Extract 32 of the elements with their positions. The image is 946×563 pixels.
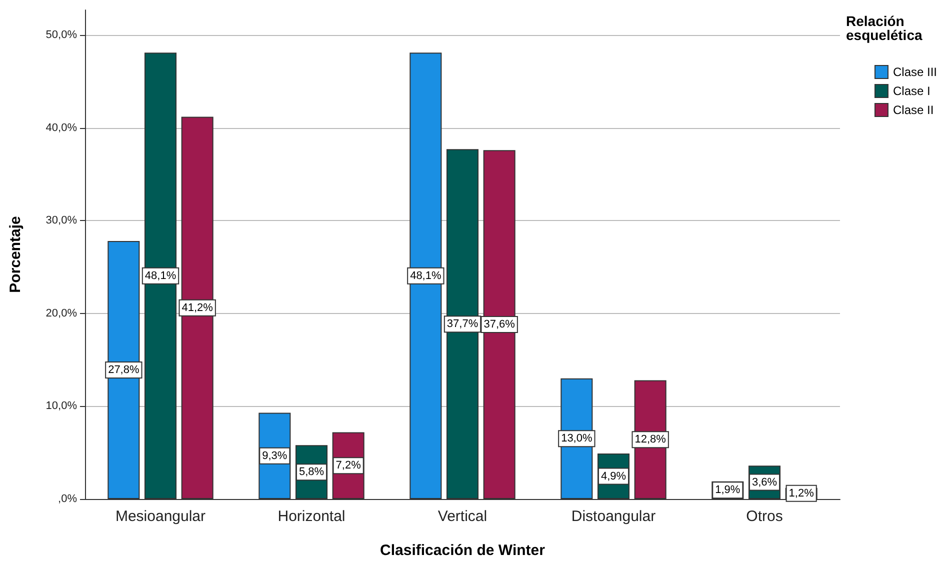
y-tick-label: 10,0%	[46, 400, 78, 412]
data-label: 9,3%	[262, 450, 288, 462]
data-label: 37,7%	[446, 318, 478, 330]
x-tick-label: Mesioangular	[115, 508, 206, 525]
x-axis-title: Clasificación de Winter	[380, 542, 546, 559]
data-label: 27,8%	[108, 364, 140, 376]
data-label: 3,6%	[752, 476, 778, 488]
legend-label: Clase I	[892, 84, 930, 98]
data-label: 1,2%	[788, 487, 814, 500]
data-label: 48,1%	[144, 270, 176, 282]
data-label: 41,2%	[182, 302, 214, 314]
y-tick-label: 50,0%	[46, 29, 78, 42]
data-label: 37,6%	[484, 318, 516, 331]
legend-label: Clase II	[892, 103, 934, 117]
data-label: 5,8%	[298, 466, 324, 478]
data-label: 1,9%	[715, 484, 740, 496]
x-tick-label: Distoangular	[571, 508, 656, 525]
legend-title: Relación esquelética	[846, 13, 922, 43]
data-label: 48,1%	[410, 270, 442, 282]
data-label: 7,2%	[336, 460, 362, 472]
data-label: 13,0%	[561, 432, 592, 445]
x-tick-label: Otros	[746, 508, 783, 525]
x-tick-label: Horizontal	[278, 508, 346, 525]
x-tick-label: Vertical	[438, 508, 488, 525]
y-tick-label: 40,0%	[46, 122, 78, 134]
y-tick-label: 30,0%	[46, 214, 78, 227]
y-tick-label: ,0%	[58, 493, 78, 505]
y-tick-label: 20,0%	[46, 307, 78, 320]
data-label: 12,8%	[634, 434, 666, 446]
data-label: 4,9%	[600, 470, 626, 482]
y-axis-title: Porcentaje	[7, 216, 24, 293]
legend-label: Clase III	[892, 65, 937, 79]
